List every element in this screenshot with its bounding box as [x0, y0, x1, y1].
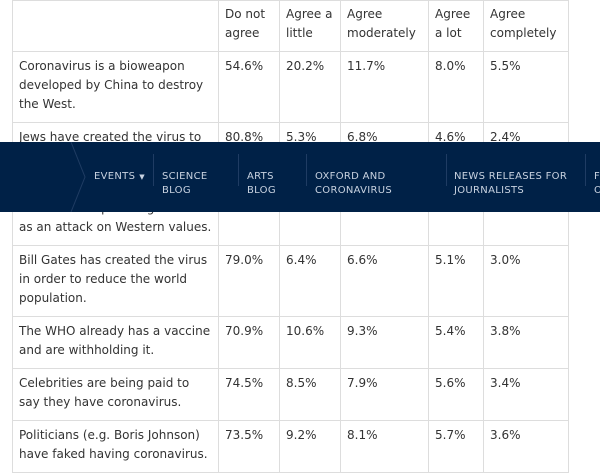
nav-item-news-releases-for-journalists[interactable]: NEWS RELEASES FOR JOURNALISTS — [454, 156, 567, 198]
column-header — [12, 0, 219, 52]
column-header: Agree completely — [483, 0, 569, 52]
percentage-cell: 3.8% — [483, 316, 569, 369]
nav-item-label: OXFORD AND CORONAVIRUS — [315, 171, 393, 196]
statement-cell: Celebrities are being paid to say they h… — [12, 368, 219, 421]
nav-separator — [585, 154, 586, 186]
survey-table: Do not agree Agree a little Agree moderate… — [12, 0, 569, 473]
table-header-row: Do not agree Agree a little Agree moderate… — [12, 0, 569, 52]
percentage-cell: 11.7% — [340, 51, 429, 123]
nav-item-label: ARTS BLOG — [247, 171, 276, 196]
table-row: Celebrities are being paid to say they h… — [12, 368, 569, 421]
percentage-cell: 6.4% — [279, 245, 341, 317]
site-navbar: EVENTS ▼ SCIENCE BLOG ARTS BLOG OXFORD AN… — [0, 142, 600, 212]
percentage-cell: 8.5% — [279, 368, 341, 421]
percentage-cell: 5.7% — [428, 420, 484, 473]
percentage-cell: 3.4% — [483, 368, 569, 421]
table-row: Coronavirus is a bioweapon developed by … — [12, 51, 569, 123]
nav-separator — [153, 154, 154, 186]
percentage-cell: 6.6% — [340, 245, 429, 317]
percentage-cell: 7.9% — [340, 368, 429, 421]
statement-cell: Coronavirus is a bioweapon developed by … — [12, 51, 219, 123]
nav-item-label: EVENTS — [94, 171, 136, 182]
nav-item-label: SCIENCE BLOG — [162, 171, 208, 196]
nav-item-label: F O — [594, 171, 600, 196]
percentage-cell: 5.1% — [428, 245, 484, 317]
nav-item-events[interactable]: EVENTS ▼ — [94, 156, 145, 184]
percentage-cell: 5.5% — [483, 51, 569, 123]
nav-item-truncated[interactable]: F O — [594, 156, 600, 198]
table-row: Politicians (e.g. Boris Johnson) have fa… — [12, 420, 569, 473]
statement-cell: Politicians (e.g. Boris Johnson) have fa… — [12, 420, 219, 473]
column-header: Agree moderately — [340, 0, 429, 52]
percentage-cell: 8.1% — [340, 420, 429, 473]
nav-item-science-blog[interactable]: SCIENCE BLOG — [162, 156, 207, 198]
column-header: Agree a little — [279, 0, 341, 52]
percentage-cell: 3.0% — [483, 245, 569, 317]
percentage-cell: 74.5% — [218, 368, 280, 421]
nav-separator — [238, 154, 239, 186]
nav-item-label: NEWS RELEASES FOR JOURNALISTS — [454, 171, 568, 196]
percentage-cell: 73.5% — [218, 420, 280, 473]
percentage-cell: 8.0% — [428, 51, 484, 123]
percentage-cell: 5.6% — [428, 368, 484, 421]
percentage-cell: 3.6% — [483, 420, 569, 473]
percentage-cell: 20.2% — [279, 51, 341, 123]
column-header: Do not agree — [218, 0, 280, 52]
dropdown-caret-icon: ▼ — [139, 173, 145, 181]
statement-cell: Bill Gates has created the virus in orde… — [12, 245, 219, 317]
percentage-cell: 70.9% — [218, 316, 280, 369]
percentage-cell: 54.6% — [218, 51, 280, 123]
column-header: Agree a lot — [428, 0, 484, 52]
percentage-cell: 9.3% — [340, 316, 429, 369]
nav-chevron-divider — [70, 142, 86, 212]
nav-separator — [306, 154, 307, 186]
table-row: Bill Gates has created the virus in orde… — [12, 245, 569, 317]
nav-item-oxford-and-coronavirus[interactable]: OXFORD AND CORONAVIRUS — [315, 156, 392, 198]
percentage-cell: 79.0% — [218, 245, 280, 317]
percentage-cell: 5.4% — [428, 316, 484, 369]
percentage-cell: 9.2% — [279, 420, 341, 473]
nav-separator — [446, 154, 447, 186]
table-row: The WHO already has a vaccine and are wi… — [12, 316, 569, 369]
percentage-cell: 10.6% — [279, 316, 341, 369]
statement-cell: The WHO already has a vaccine and are wi… — [12, 316, 219, 369]
nav-item-arts-blog[interactable]: ARTS BLOG — [247, 156, 276, 198]
